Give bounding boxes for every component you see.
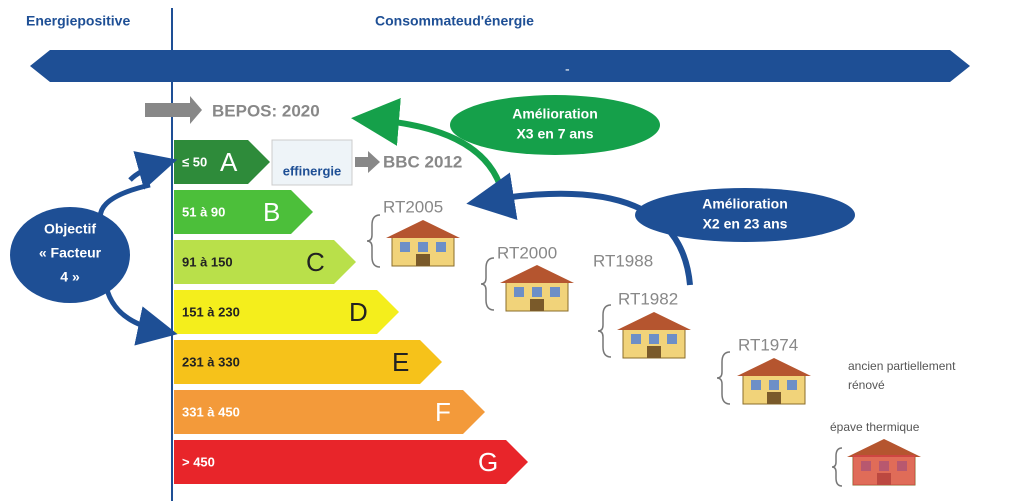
- class-letter: F: [435, 397, 451, 427]
- header-left: Energiepositive: [26, 13, 130, 29]
- class-range: 91 à 150: [182, 254, 233, 269]
- class-range: 51 à 90: [182, 204, 225, 219]
- class-letter: A: [220, 147, 238, 177]
- diagram: Energiepositive Consommateud'énergie - B…: [0, 0, 1009, 501]
- callout-line: Amélioration: [512, 106, 598, 122]
- class-range: 151 à 230: [182, 304, 240, 319]
- logo: effinergie: [283, 163, 342, 178]
- callouts: Amélioration X3 en 7 ans Amélioration X2 en…: [450, 95, 855, 242]
- bbc-arrow: [355, 151, 380, 173]
- callout-line: Amélioration: [702, 196, 788, 212]
- objective-line: « Facteur: [39, 245, 102, 261]
- bbc-label: BBC 2012: [383, 152, 462, 171]
- callout-line: X2 en 23 ans: [703, 216, 788, 232]
- house: [386, 220, 460, 266]
- house: [847, 439, 921, 485]
- standard: RT1988: [593, 251, 653, 270]
- class-bar: [174, 440, 528, 484]
- class-letter: C: [306, 247, 325, 277]
- class-range: 331 à 450: [182, 404, 240, 419]
- bepos-arrow: [145, 96, 202, 124]
- header-right: Consommateud'énergie: [375, 13, 534, 29]
- class-range: > 450: [182, 454, 215, 469]
- objective-line: Objectif: [44, 221, 96, 237]
- house: [500, 265, 574, 311]
- standard: RT1982: [618, 289, 678, 308]
- arrow-label: -: [565, 61, 570, 77]
- class-letter: D: [349, 297, 368, 327]
- class-letter: G: [478, 447, 498, 477]
- house: [737, 358, 811, 404]
- objective-line: 4 »: [60, 269, 80, 285]
- standard: RT2000: [497, 243, 557, 262]
- callout-line: X3 en 7 ans: [516, 126, 593, 142]
- objective: Objectif « Facteur 4 »: [10, 207, 130, 303]
- renovated-line: ancien partiellement: [848, 359, 956, 373]
- class-letter: E: [392, 347, 409, 377]
- class-range: 231 à 330: [182, 354, 240, 369]
- bepos-label: BEPOS: 2020: [212, 101, 320, 120]
- wreck-label: épave thermique: [830, 420, 920, 434]
- energy-classes: ≤ 50 A 51 à 90 B 91 à 150 C 151 à 230 D 231 à 33…: [174, 140, 528, 484]
- objective-arrow: [130, 165, 158, 180]
- house: [617, 312, 691, 358]
- renovated-line: rénové: [848, 378, 885, 392]
- standard: RT1974: [738, 335, 798, 354]
- standard: RT2005: [383, 197, 443, 216]
- class-range: ≤ 50: [182, 154, 207, 169]
- class-letter: B: [263, 197, 280, 227]
